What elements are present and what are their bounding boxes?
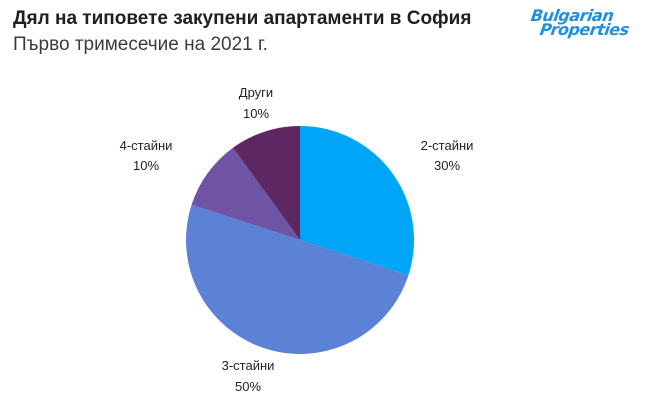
slice-label-value: 50% — [235, 379, 261, 394]
slice-label-value: 30% — [434, 158, 460, 173]
pie-slice-4 — [232, 126, 300, 240]
slice-label-name: Други — [239, 85, 273, 100]
slice-label-name: 4-стайни — [120, 138, 173, 153]
slice-label-value: 10% — [133, 158, 159, 173]
chart-title: Дял на типовете закупени апартаменти в С… — [13, 8, 472, 29]
pie-slice-2 — [186, 204, 409, 354]
chart-subtitle: Първо тримесечие на 2021 г. — [13, 34, 268, 55]
slice-label-value: 10% — [243, 106, 269, 121]
pie-slice-1 — [300, 126, 415, 276]
slice-label-name: 2-стайни — [421, 138, 474, 153]
pie-slice-3 — [191, 147, 300, 240]
slice-label-name: 3-стайни — [222, 358, 275, 373]
